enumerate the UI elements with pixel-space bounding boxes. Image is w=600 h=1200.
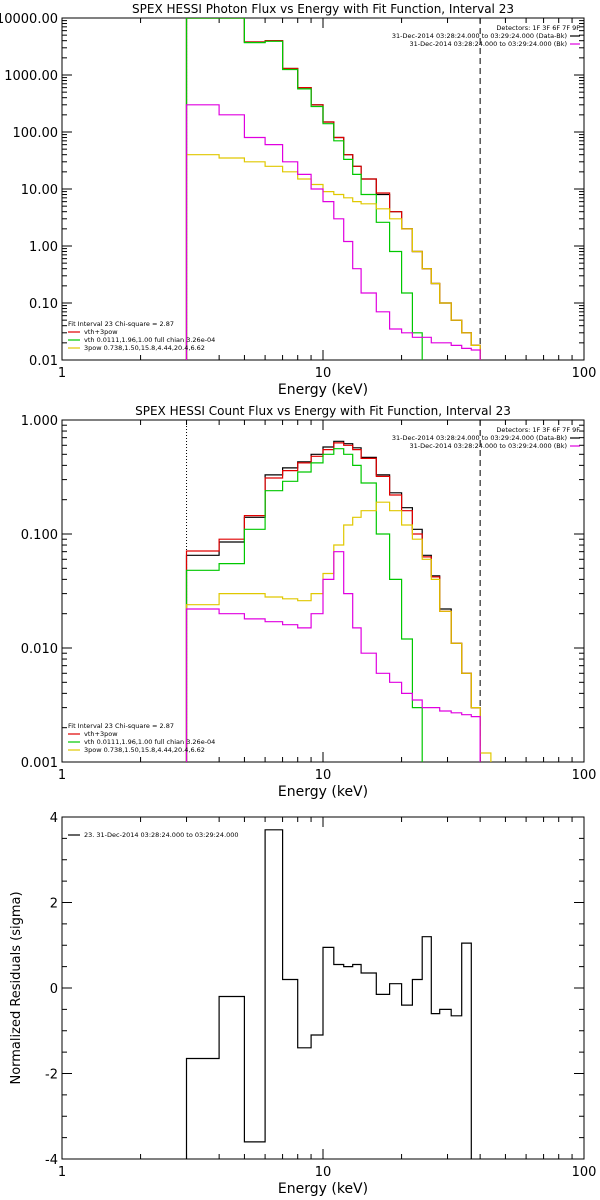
y-tick-label: 1.000	[21, 414, 58, 429]
y-tick-label: 10.00	[21, 183, 58, 198]
legend-entry: 31-Dec-2014 03:28:24.000 to 03:29:24.000…	[392, 434, 567, 442]
x-axis-label: Energy (keV)	[278, 382, 368, 398]
chart-1: SPEX HESSI Photon Flux vs Energy with Fi…	[0, 2, 596, 398]
y-tick-label: -2	[45, 1068, 58, 1083]
x-tick-label: 10	[315, 366, 332, 381]
legend-entry: vth 0.0111,1.96,1.00 full chian 3.26e-04	[84, 336, 215, 344]
x-tick-label: 100	[572, 768, 597, 783]
x-tick-label: 10	[315, 1165, 332, 1180]
y-tick-label: 0.100	[21, 528, 58, 543]
x-tick-label: 1	[58, 768, 66, 783]
y-tick-label: 10000.00	[0, 12, 58, 27]
x-tick-label: 10	[315, 768, 332, 783]
chart-title: SPEX HESSI Count Flux vs Energy with Fit…	[135, 404, 511, 418]
series-vth-3pow	[185, 18, 481, 360]
y-tick-label: 0.01	[29, 354, 58, 369]
x-tick-label: 1	[58, 1165, 66, 1180]
series-total	[185, 440, 481, 762]
series-3pow	[185, 501, 492, 762]
legend-header: Fit Interval 23 Chi-square = 2.87	[68, 320, 174, 328]
y-tick-label: 1000.00	[4, 69, 58, 84]
legend-entry: vth+3pow	[84, 730, 118, 738]
series-3pow	[185, 154, 481, 360]
y-tick-label: -4	[45, 1153, 58, 1168]
series-group	[185, 829, 472, 1159]
legend-entry: 31-Dec-2014 03:28:24.000 to 03:29:24.000…	[392, 32, 567, 40]
series-group	[185, 18, 481, 360]
series-bkg	[185, 104, 481, 360]
legend-entry: 3pow 0.738,1.50,15.8,4.44,20.4,6.62	[84, 344, 205, 352]
chart-3: 1 10 100 -4 -2 0 2 4 Energy (keV) Normalized Resi…	[9, 811, 596, 1197]
legend-header: Fit Interval 23 Chi-square = 2.87	[68, 722, 174, 730]
series-vth	[185, 18, 423, 360]
y-tick-label: 0	[50, 982, 58, 997]
x-axis-label: Energy (keV)	[278, 784, 368, 800]
legend-header: Detectors: 1F 3F 6F 7F 9F	[496, 24, 580, 32]
x-tick-label: 100	[572, 1165, 597, 1180]
series-total	[185, 18, 481, 360]
x-tick-label: 1	[58, 366, 66, 381]
series-residuals	[185, 829, 472, 1159]
y-tick-label: 4	[50, 811, 58, 826]
x-axis-label: Energy (keV)	[278, 1181, 368, 1197]
y-axis-label: Normalized Residuals (sigma)	[9, 891, 24, 1084]
legend-entry: vth 0.0111,1.96,1.00 full chian 3.26e-04	[84, 738, 215, 746]
chart-title: SPEX HESSI Photon Flux vs Energy with Fi…	[132, 2, 514, 16]
x-tick-label: 100	[572, 366, 597, 381]
series-group	[185, 440, 492, 762]
y-tick-label: 100.00	[13, 126, 59, 141]
y-tick-label: 0.10	[29, 297, 58, 312]
legend-entry: 23. 31-Dec-2014 03:28:24.000 to 03:29:24…	[84, 831, 239, 839]
chart-2: SPEX HESSI Count Flux vs Energy with Fit…	[21, 404, 597, 800]
legend-entry: 31-Dec-2014 03:28:24.000 to 03:29:24.000…	[410, 442, 568, 450]
legend-entry: 31-Dec-2014 03:28:24.000 to 03:29:24.000…	[410, 40, 568, 48]
y-tick-label: 0.010	[21, 642, 58, 657]
legend-entry: vth+3pow	[84, 328, 118, 336]
y-tick-label: 2	[50, 897, 58, 912]
series-bkg	[185, 551, 481, 762]
series-vth	[185, 448, 423, 762]
legend-header: Detectors: 1F 3F 6F 7F 9F	[496, 426, 580, 434]
y-tick-label: 0.001	[21, 756, 58, 771]
y-tick-label: 1.00	[29, 240, 58, 255]
legend-entry: 3pow 0.738,1.50,15.8,4.44,20.4,6.62	[84, 746, 205, 754]
series-vth-3pow	[185, 442, 481, 762]
